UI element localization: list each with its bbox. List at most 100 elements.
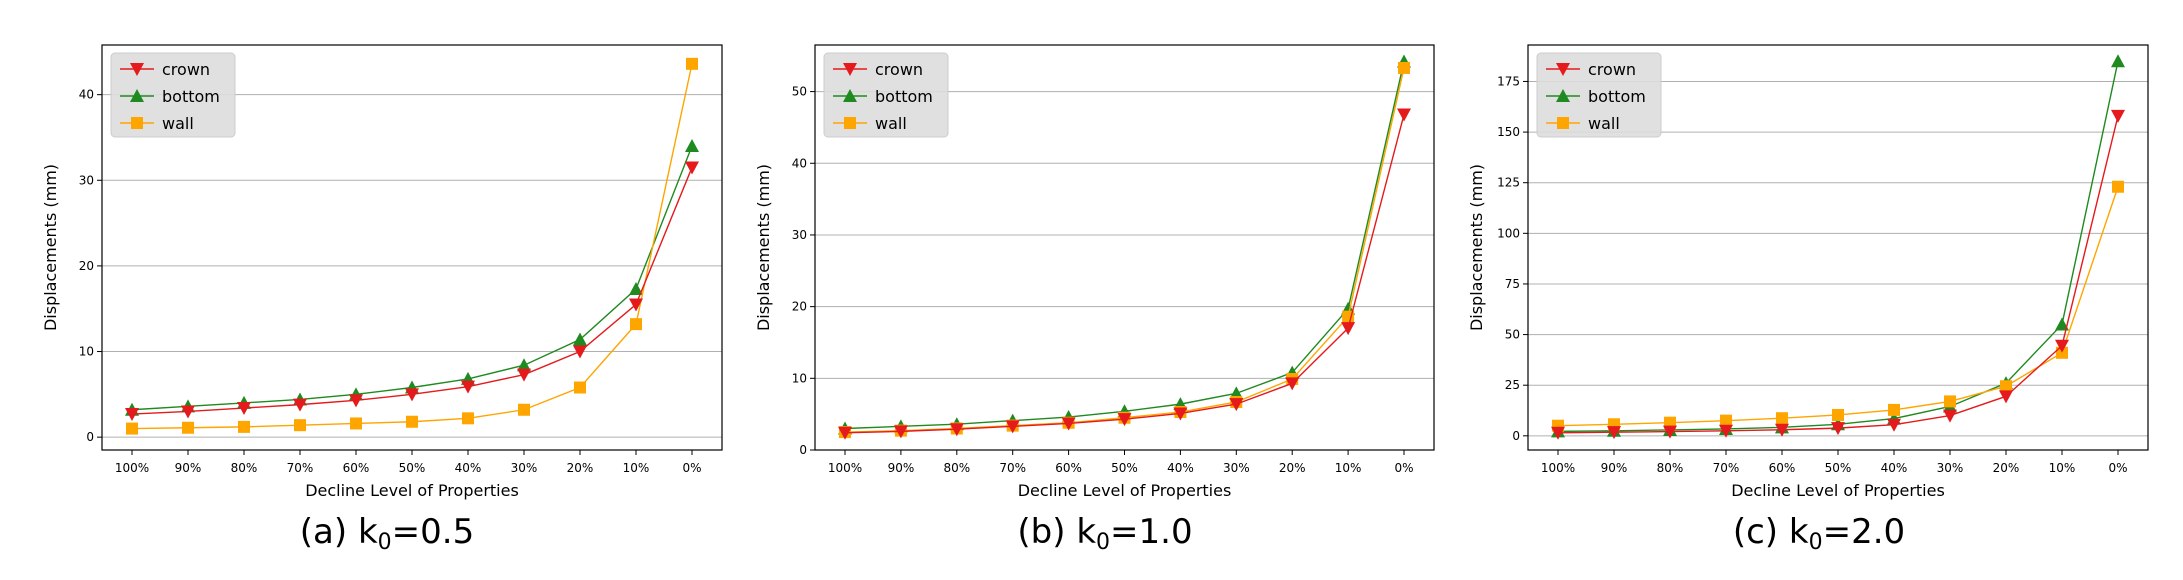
legend-label-crown: crown <box>1588 60 1636 79</box>
x-tick-label: 50% <box>1111 461 1138 475</box>
x-tick-label: 80% <box>1657 461 1684 475</box>
x-tick-label: 40% <box>455 461 482 475</box>
x-tick-label: 60% <box>343 461 370 475</box>
x-tick-label: 10% <box>2049 461 2076 475</box>
point-wall <box>126 422 138 435</box>
y-axis-label: Displacements (mm) <box>41 164 60 331</box>
y-tick-label: 0 <box>86 430 94 444</box>
legend-marker-wall <box>1557 117 1569 129</box>
point-wall <box>2000 380 2012 393</box>
x-tick-label: 60% <box>1055 461 1082 475</box>
legend-box <box>110 52 236 138</box>
caption-a: (a) k0=0.5 <box>300 512 474 555</box>
point-wall <box>2056 346 2068 359</box>
point-wall <box>350 417 362 430</box>
point-crown <box>685 161 699 175</box>
legend-marker-wall <box>131 117 143 129</box>
caption-b: (b) k0=1.0 <box>1017 512 1192 555</box>
point-wall <box>238 420 250 433</box>
point-wall <box>182 421 194 434</box>
x-tick-label: 70% <box>287 461 314 475</box>
x-axis-label: Decline Level of Properties <box>1731 481 1945 500</box>
point-bottom <box>573 332 587 346</box>
y-axis-label: Displacements (mm) <box>754 164 773 331</box>
point-crown <box>1341 322 1356 336</box>
chart-b: 0 10 20 30 40 50 100% 90% 80% 70% 60% 50% 40% 30% 20% 1… <box>754 44 1435 500</box>
x-tick-label: 90% <box>888 461 915 475</box>
series-crown <box>1551 109 2125 440</box>
caption-c-prefix: (c) k <box>1732 512 1809 552</box>
point-crown <box>1005 420 1020 434</box>
x-tick-label: 30% <box>1223 461 1250 475</box>
legend-marker-bottom <box>843 89 857 102</box>
x-axis-label: Decline Level of Properties <box>1018 481 1232 500</box>
point-wall <box>1720 414 1732 427</box>
point-crown <box>1607 426 1621 440</box>
y-tick-label: 75 <box>1505 277 1520 291</box>
point-crown <box>1061 417 1076 431</box>
caption-b-suffix: =1.0 <box>1110 512 1193 552</box>
point-bottom <box>2055 317 2069 331</box>
caption-a-prefix: (a) k <box>299 512 378 552</box>
point-wall <box>2112 180 2124 193</box>
x-tick-label: 0% <box>2108 461 2127 475</box>
y-tick-label: 10 <box>79 345 94 359</box>
series-line-wall <box>1557 186 2119 427</box>
legend-marker-wall <box>844 117 856 129</box>
y-tick-label: 10 <box>792 371 807 385</box>
caption-c: (c) k0=2.0 <box>1733 512 1905 555</box>
point-crown <box>1831 422 1845 436</box>
point-crown <box>2111 109 2125 123</box>
y-tick-label: 50 <box>792 85 807 99</box>
x-tick-label: 20% <box>1279 461 1306 475</box>
legend-label-wall: wall <box>1588 114 1620 133</box>
point-crown <box>293 398 307 412</box>
point-crown <box>125 408 139 422</box>
legend-label-bottom: bottom <box>875 87 933 106</box>
point-crown <box>517 368 531 382</box>
point-crown <box>1775 423 1789 437</box>
point-crown <box>1229 398 1244 412</box>
y-tick-label: 125 <box>1497 176 1520 190</box>
caption-c-sub: 0 <box>1808 530 1823 555</box>
caption-b-prefix: (b) k <box>1017 512 1097 552</box>
series-crown <box>125 161 699 422</box>
point-wall <box>1944 395 1956 408</box>
x-tick-label: 90% <box>175 461 202 475</box>
point-wall <box>1832 408 1844 421</box>
legend: crown bottom wall <box>110 52 236 138</box>
point-crown <box>838 426 852 440</box>
point-wall <box>406 415 418 428</box>
legend-marker-bottom <box>1556 89 1570 102</box>
x-tick-label: 50% <box>399 461 426 475</box>
x-tick-label: 40% <box>1881 461 1908 475</box>
point-crown <box>1397 108 1411 122</box>
x-tick-label: 20% <box>567 461 594 475</box>
point-wall <box>630 318 642 331</box>
legend-marker-bottom <box>130 89 144 102</box>
x-tick-label: 60% <box>1769 461 1796 475</box>
legend-label-wall: wall <box>875 114 907 133</box>
y-tick-label: 40 <box>79 88 94 102</box>
y-tick-label: 20 <box>792 300 807 314</box>
legend-marker-crown <box>1556 63 1570 76</box>
point-crown <box>1285 377 1300 391</box>
legend: crown bottom wall <box>1536 52 1662 138</box>
y-tick-label: 0 <box>1512 429 1520 443</box>
y-tick-label: 20 <box>79 259 94 273</box>
point-bottom <box>2111 54 2125 68</box>
point-bottom <box>517 358 531 372</box>
y-tick-label: 25 <box>1505 378 1520 392</box>
caption-b-sub: 0 <box>1096 530 1111 555</box>
point-wall <box>1398 61 1410 74</box>
legend-box <box>823 52 949 138</box>
series-line-crown <box>131 167 693 415</box>
y-tick-label: 50 <box>1505 328 1520 342</box>
legend-label-bottom: bottom <box>162 87 220 106</box>
point-crown <box>461 380 475 394</box>
y-tick-label: 0 <box>799 443 807 457</box>
x-axis-label: Decline Level of Properties <box>305 481 519 500</box>
x-tick-label: 80% <box>231 461 258 475</box>
y-axis-label: Displacements (mm) <box>1467 164 1486 331</box>
